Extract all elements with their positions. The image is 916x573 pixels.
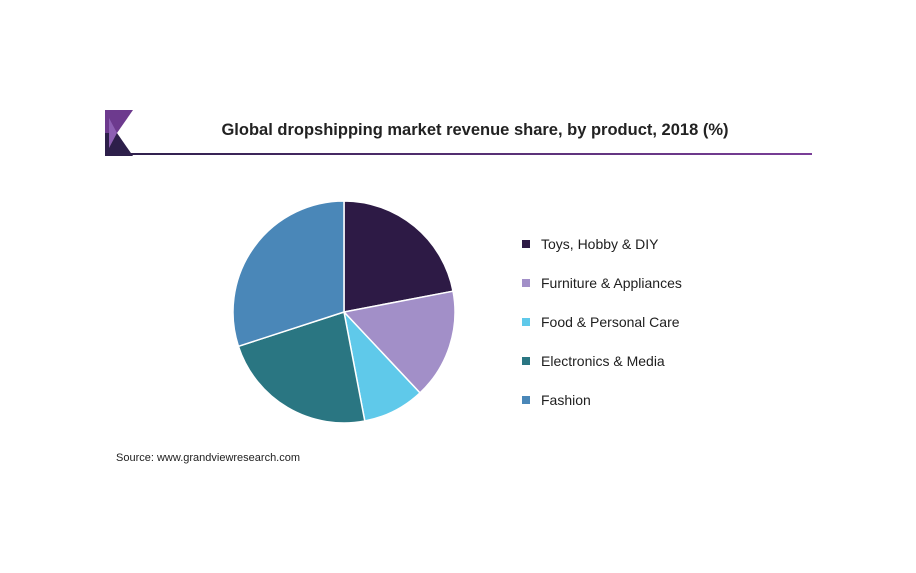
legend-label: Furniture & Appliances (541, 274, 682, 291)
pie-slice-toys-hobby-and-diy (343, 200, 454, 313)
legend-label: Food & Personal Care (541, 313, 680, 330)
legend-label: Fashion (541, 391, 591, 408)
legend-swatch (522, 278, 530, 287)
title-divider (105, 153, 812, 155)
legend-item-furniture-and-appliances: Furniture & Appliances (522, 263, 682, 302)
legend-label: Toys, Hobby & DIY (541, 235, 659, 252)
logo-accent-shape (109, 118, 117, 148)
legend-item-food-and-personal-care: Food & Personal Care (522, 302, 682, 341)
legend-swatch (522, 395, 530, 404)
pie-slice-furniture-and-appliances (342, 290, 456, 394)
brand-logo (105, 110, 133, 156)
source-note: Source: www.grandviewresearch.com (116, 452, 301, 464)
pie-slice-electronics-and-media (237, 311, 366, 424)
legend-label: Electronics & Media (541, 352, 665, 369)
chart-legend: Toys, Hobby & DIY Furniture & Appliances F… (522, 224, 682, 419)
legend-item-fashion: Fashion (522, 380, 682, 419)
legend-item-toys-hobby-and-diy: Toys, Hobby & DIY (522, 224, 682, 263)
pie-chart (232, 200, 456, 424)
legend-swatch (522, 239, 530, 248)
chart-title: Global dropshipping market revenue share… (221, 121, 729, 139)
legend-swatch (522, 317, 530, 326)
legend-swatch (522, 356, 530, 365)
legend-item-electronics-and-media: Electronics & Media (522, 341, 682, 380)
pie-slice-fashion (232, 200, 345, 348)
